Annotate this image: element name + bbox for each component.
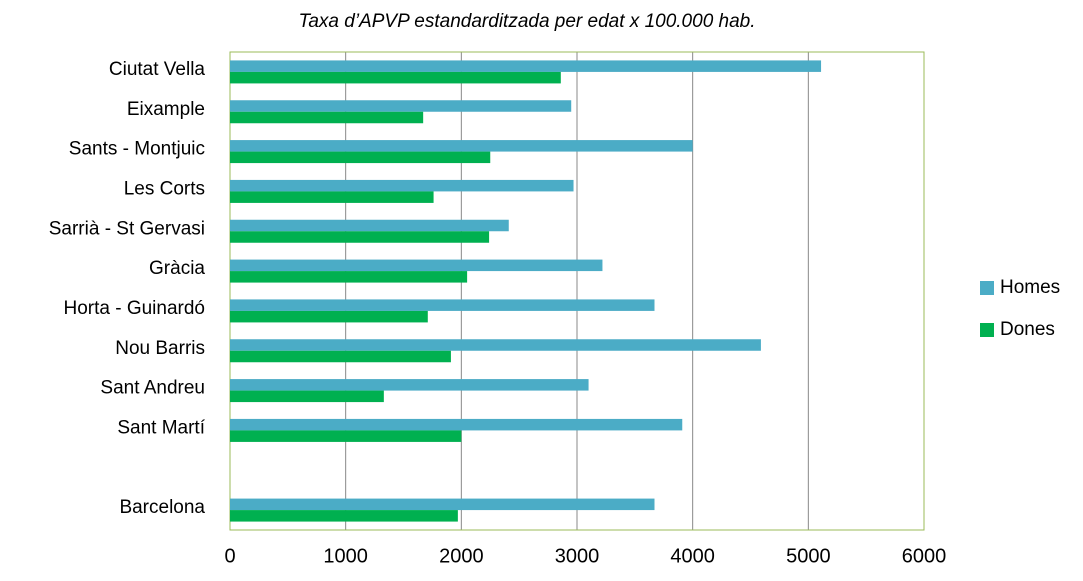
y-tick-label: Sant Andreu xyxy=(100,378,205,399)
bar xyxy=(230,390,384,403)
x-tick-label: 3000 xyxy=(555,545,600,567)
bar xyxy=(230,299,655,311)
x-tick-label: 6000 xyxy=(902,545,947,567)
legend-label: Homes xyxy=(1000,277,1060,298)
legend-swatch xyxy=(980,281,994,295)
y-tick-label: Les Corts xyxy=(124,178,205,199)
bar xyxy=(230,379,589,391)
bar xyxy=(230,498,655,511)
x-tick-label: 2000 xyxy=(439,545,484,567)
x-tick-label: 4000 xyxy=(670,545,715,567)
bar xyxy=(230,71,561,84)
legend-label: Dones xyxy=(1000,319,1055,340)
y-tick-label: Nou Barris xyxy=(115,338,205,359)
bar xyxy=(230,418,683,431)
bar xyxy=(230,310,428,323)
bar xyxy=(230,60,822,72)
bar xyxy=(230,231,490,243)
bar xyxy=(230,140,693,152)
y-tick-label: Barcelona xyxy=(119,497,205,518)
y-tick-label: Sarrià - St Gervasi xyxy=(49,218,205,239)
bar xyxy=(230,151,491,164)
chart-title: Taxa d’APVP estandarditzada per edat x 1… xyxy=(298,11,755,32)
y-tick-label: Ciutat Vella xyxy=(109,59,206,80)
bar xyxy=(230,100,572,112)
x-tick-label: 0 xyxy=(224,545,235,567)
y-tick-label: Gràcia xyxy=(149,258,205,279)
bar xyxy=(230,350,451,363)
y-tick-label: Horta - Guinardó xyxy=(63,298,205,319)
bar xyxy=(230,219,509,232)
bar xyxy=(230,259,603,272)
bar xyxy=(230,191,434,203)
legend-swatch xyxy=(980,323,994,337)
y-tick-label: Eixample xyxy=(127,99,205,120)
bar xyxy=(230,179,574,192)
bar xyxy=(230,339,761,351)
y-tick-label: Sants - Montjuic xyxy=(69,139,205,160)
x-tick-label: 1000 xyxy=(323,545,368,567)
y-tick-label: Sant Martí xyxy=(117,417,205,438)
bar xyxy=(230,271,468,283)
bar xyxy=(230,111,424,124)
plot-border xyxy=(229,51,925,531)
bar xyxy=(230,430,462,442)
x-tick-label: 5000 xyxy=(786,545,831,567)
bar xyxy=(230,510,458,522)
